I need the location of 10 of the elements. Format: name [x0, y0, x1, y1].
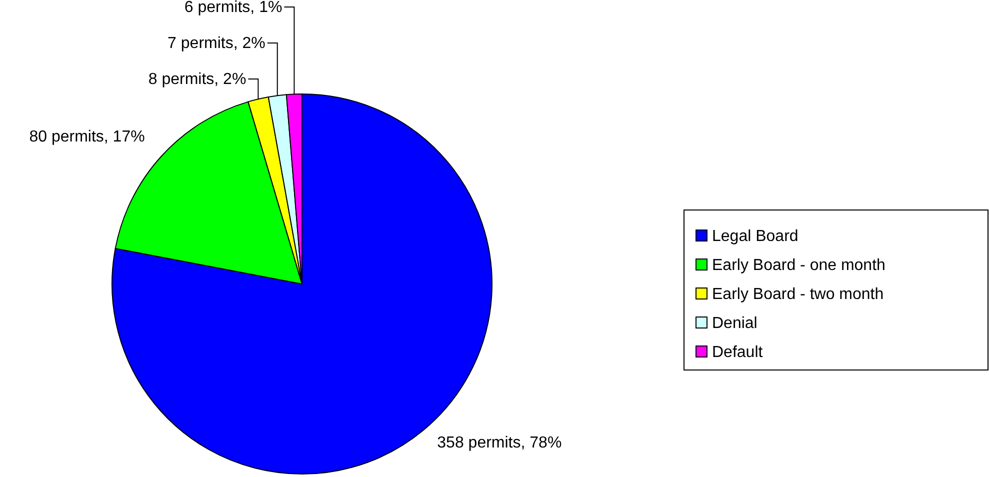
legend-label: Denial	[712, 315, 758, 332]
legend-label: Default	[712, 344, 764, 361]
data-label: 7 permits, 2%	[168, 35, 266, 52]
data-label: 80 permits, 17%	[29, 128, 145, 146]
data-label: 358 permits, 78%	[437, 434, 562, 452]
legend-label: Early Board - one month	[712, 257, 886, 274]
data-label: 6 permits, 1%	[184, 0, 282, 16]
legend-label: Early Board - two month	[712, 286, 884, 303]
data-label: 8 permits, 2%	[148, 71, 246, 88]
legend-label: Legal Board	[712, 228, 798, 245]
